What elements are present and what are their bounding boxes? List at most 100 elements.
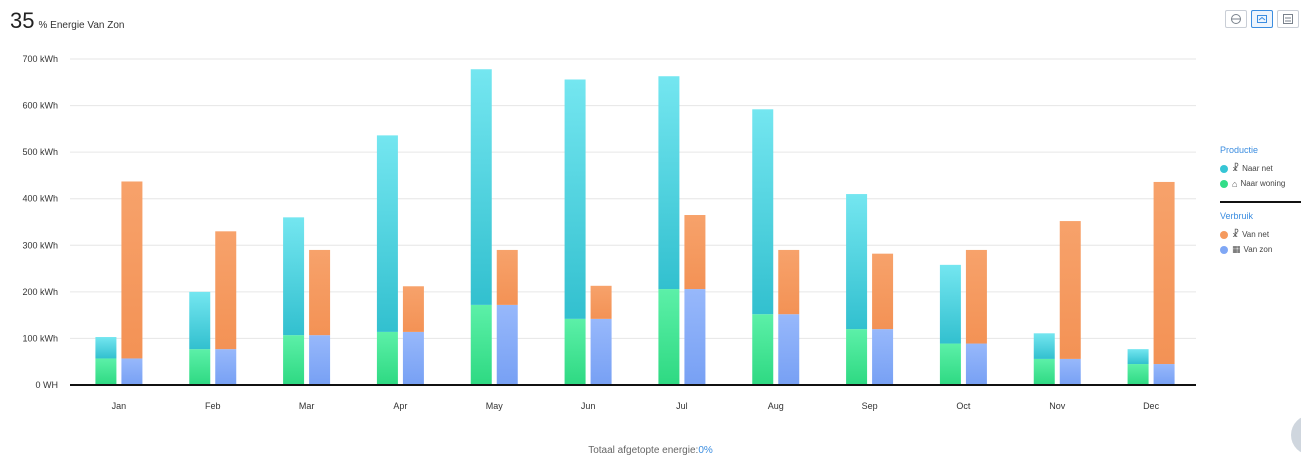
- bar-naar-net: [1033, 333, 1055, 359]
- x-tick-label: Dec: [1143, 401, 1160, 411]
- bar-naar-woning: [846, 329, 868, 385]
- y-tick-label: 500 kWh: [22, 147, 58, 157]
- y-tick-label: 300 kWh: [22, 240, 58, 250]
- bar-van-zon: [1153, 364, 1175, 385]
- legend-label: Naar net: [1242, 164, 1273, 173]
- stacked-bar-icon: [1257, 15, 1267, 23]
- y-tick-label: 400 kWh: [22, 194, 58, 204]
- power-pylon-icon: ☧: [1232, 163, 1240, 173]
- bar-van-net: [684, 215, 706, 290]
- x-tick-label: Feb: [205, 401, 221, 411]
- bar-naar-net: [564, 79, 586, 319]
- bar-naar-woning: [376, 331, 398, 385]
- chart-legend: Productie ☧ Naar net ⌂ Naar woning Verbr…: [1220, 145, 1301, 257]
- y-tick-label: 700 kWh: [22, 54, 58, 64]
- bar-van-net: [965, 249, 987, 344]
- bar-naar-net: [658, 76, 680, 290]
- bar-van-net: [402, 286, 424, 332]
- bar-van-zon: [872, 329, 894, 385]
- bar-van-net: [496, 249, 518, 305]
- legend-dot: [1220, 230, 1228, 239]
- bar-van-zon: [215, 349, 237, 385]
- bar-naar-net: [283, 217, 305, 336]
- house-icon: ⌂: [1232, 178, 1238, 189]
- bar-van-zon: [1059, 358, 1081, 385]
- bar-van-net: [215, 231, 237, 350]
- bar-naar-net: [376, 135, 398, 332]
- legend-label: Van zon: [1243, 245, 1273, 254]
- bar-van-zon: [965, 343, 987, 385]
- legend-item-van-net[interactable]: ☧ Van net: [1220, 227, 1301, 242]
- grouped-bar-icon: [1283, 14, 1293, 24]
- bar-naar-net: [752, 109, 774, 315]
- bar-van-zon: [590, 318, 612, 385]
- bar-naar-woning: [658, 289, 680, 385]
- y-tick-label: 100 kWh: [22, 333, 58, 343]
- legend-dot: [1220, 164, 1228, 173]
- legend-item-van-zon[interactable]: ▦ Van zon: [1220, 242, 1301, 257]
- monthly-energy-chart: 0 WH 100 kWh 200 kWh 300 kWh 400 kWh 500 kWh 6…: [22, 54, 1196, 411]
- headline-subtitle: % Energie Van Zon: [38, 20, 125, 31]
- y-tick-label: 600 kWh: [22, 101, 58, 111]
- bar-van-zon: [121, 358, 143, 385]
- bar-van-net: [872, 253, 894, 330]
- bar-naar-woning: [939, 343, 961, 385]
- bar-naar-net: [939, 264, 961, 344]
- legend-label: Naar woning: [1240, 179, 1286, 188]
- bar-van-net: [309, 249, 331, 336]
- legend-productie-title: Productie: [1220, 145, 1259, 155]
- bar-van-zon: [309, 335, 331, 385]
- legend-item-naar-woning[interactable]: ⌂ Naar woning: [1220, 176, 1301, 191]
- bar-naar-net: [470, 69, 492, 305]
- grouped-bar-toggle-button[interactable]: [1277, 10, 1299, 28]
- x-tick-label: Jan: [112, 401, 127, 411]
- footer-label: Totaal afgetopte energie:: [588, 445, 699, 456]
- bar-van-zon: [778, 314, 800, 385]
- y-tick-label: 200 kWh: [22, 287, 58, 297]
- x-tick-label: May: [486, 401, 504, 411]
- legend-dot: [1220, 245, 1228, 254]
- bar-van-zon: [496, 304, 518, 385]
- legend-dot: [1220, 179, 1228, 188]
- bar-van-net: [121, 181, 143, 359]
- bar-van-net: [778, 249, 800, 315]
- bar-naar-net: [95, 337, 117, 359]
- bar-van-zon: [684, 289, 706, 385]
- bar-naar-net: [189, 291, 211, 350]
- solar-panel-icon: ▦: [1232, 244, 1241, 254]
- bar-naar-woning: [1127, 364, 1149, 385]
- bar-naar-woning: [752, 314, 774, 385]
- chart-view-toggles: [1225, 10, 1299, 28]
- bar-van-zon: [402, 331, 424, 385]
- y-tick-label: 0 WH: [36, 380, 59, 390]
- chart-type-icon: [1231, 14, 1241, 24]
- x-tick-label: Mar: [299, 401, 315, 411]
- x-tick-label: Nov: [1049, 401, 1066, 411]
- help-button[interactable]: [1291, 415, 1301, 455]
- legend-verbruik-title: Verbruik: [1220, 211, 1254, 221]
- legend-item-naar-net[interactable]: ☧ Naar net: [1220, 161, 1301, 176]
- bar-naar-woning: [283, 335, 305, 385]
- sun-percentage: 35: [10, 8, 35, 33]
- x-tick-label: Apr: [393, 401, 407, 411]
- total-curtailed-energy: Totaal afgetopte energie:0%: [0, 445, 1301, 456]
- bar-naar-woning: [564, 318, 586, 385]
- bar-van-net: [1059, 221, 1081, 359]
- legend-label: Van net: [1242, 230, 1270, 239]
- bar-van-net: [1153, 181, 1175, 365]
- stacked-bar-toggle-button[interactable]: [1251, 10, 1273, 28]
- bar-naar-net: [846, 194, 868, 330]
- x-tick-label: Oct: [956, 401, 971, 411]
- bar-naar-woning: [189, 349, 211, 385]
- energy-from-sun-headline: 35 % Energie Van Zon: [10, 8, 124, 34]
- x-tick-label: Aug: [768, 401, 784, 411]
- power-pylon-icon: ☧: [1232, 229, 1240, 239]
- bar-van-net: [590, 285, 612, 319]
- chart-type-toggle-button[interactable]: [1225, 10, 1247, 28]
- bar-naar-woning: [95, 358, 117, 385]
- bar-naar-net: [1127, 349, 1149, 365]
- x-tick-label: Jun: [581, 401, 596, 411]
- x-tick-label: Jul: [676, 401, 688, 411]
- bar-naar-woning: [470, 304, 492, 385]
- legend-divider: [1220, 201, 1301, 203]
